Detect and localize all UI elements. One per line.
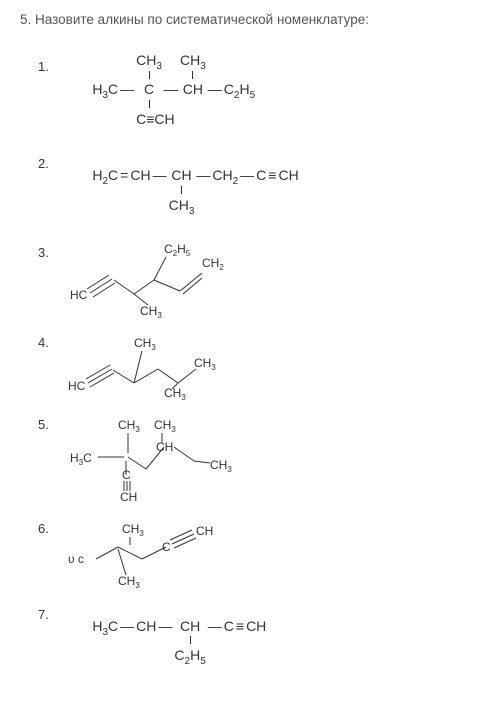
- svg-text:CH3: CH3: [194, 356, 216, 372]
- svg-text:HC: HC: [68, 379, 86, 393]
- question-text: Назовите алкины по систематической номен…: [35, 12, 369, 27]
- svg-text:CH3: CH3: [140, 304, 162, 320]
- svg-text:CH: CH: [196, 524, 213, 538]
- item-2: 2. H2C = CH — CH — CH2 — C ≡ CH CH3: [20, 154, 480, 226]
- item-2-number: 2.: [20, 154, 68, 171]
- item-5-formula: CH3 CH3 H3C CH3 CH CH C: [68, 417, 248, 507]
- svg-text:ᴜ ᴄ: ᴜ ᴄ: [68, 552, 84, 566]
- item-7: 7. H3C — CH — CH — C ≡ CH C2H5: [20, 605, 480, 677]
- item-6-number: 6.: [20, 521, 68, 536]
- item-3-number: 3.: [20, 241, 68, 260]
- question-heading: 5. Назовите алкины по систематической но…: [20, 12, 480, 27]
- svg-text:CH: CH: [156, 440, 173, 454]
- question-number: 5.: [20, 12, 31, 27]
- svg-text:CH3: CH3: [118, 574, 140, 590]
- svg-text:CH3: CH3: [154, 418, 176, 434]
- item-7-number: 7.: [20, 605, 68, 622]
- item-5: 5. CH3 CH3 H3C CH3 CH CH: [20, 417, 480, 507]
- item-4-formula: CH3 HC CH3 CH3: [68, 335, 238, 403]
- svg-text:CH2: CH2: [202, 256, 224, 272]
- svg-text:H3C: H3C: [70, 451, 92, 467]
- item-3: 3. C2H5 CH2 HC CH3: [20, 241, 480, 321]
- item-6: 6. CH3 CH ᴜ ᴄ CH3 C: [20, 521, 480, 591]
- item-4: 4. CH3 HC CH3 CH3: [20, 335, 480, 403]
- svg-text:CH3: CH3: [122, 522, 144, 538]
- svg-text:CH3: CH3: [210, 458, 232, 474]
- item-6-formula: CH3 CH ᴜ ᴄ CH3 C: [68, 521, 238, 591]
- svg-text:C2H5: C2H5: [164, 242, 191, 258]
- svg-text:CH3: CH3: [134, 336, 156, 352]
- page-container: 5. Назовите алкины по систематической но…: [0, 0, 500, 701]
- item-2-formula: H2C = CH — CH — CH2 — C ≡ CH CH3: [68, 154, 300, 226]
- svg-text:CH: CH: [120, 490, 137, 504]
- item-4-number: 4.: [20, 335, 68, 350]
- svg-text:CH3: CH3: [118, 418, 140, 434]
- item-5-number: 5.: [20, 417, 68, 432]
- svg-text:C: C: [122, 468, 131, 482]
- item-3-formula: C2H5 CH2 HC CH3: [68, 241, 228, 321]
- item-1-formula: CH3 CH3 H3C — C — CH — C2H5 C≡CH: [68, 39, 256, 140]
- item-7-formula: H3C — CH — CH — C ≡ CH C2H5: [68, 605, 267, 677]
- svg-text:C: C: [162, 540, 171, 554]
- svg-text:CH3: CH3: [164, 386, 186, 402]
- svg-text:HC: HC: [70, 288, 88, 302]
- item-1-number: 1.: [20, 39, 68, 74]
- item-1: 1. CH3 CH3 H3C — C — CH — C2H5 C≡CH: [20, 39, 480, 140]
